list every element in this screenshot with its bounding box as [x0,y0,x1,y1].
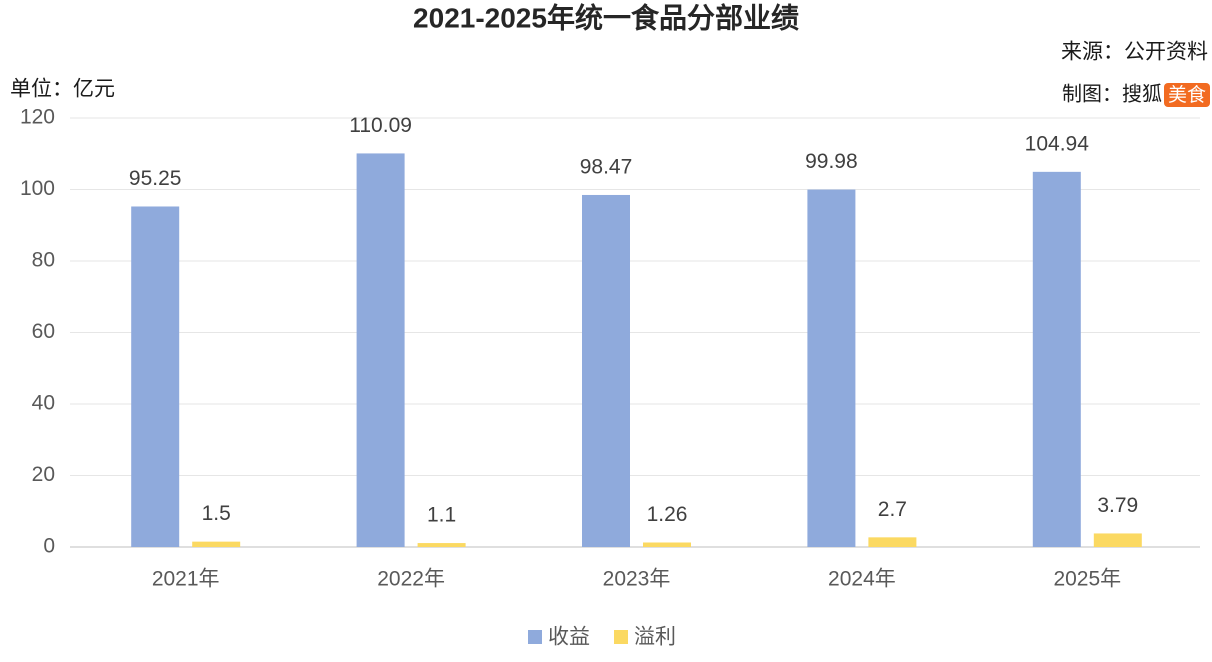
legend-swatch [528,630,542,644]
data-label: 104.94 [1025,132,1090,155]
y-tick-label: 0 [43,535,55,558]
badge-bg [1164,83,1210,107]
legend-label: 溢利 [634,626,676,649]
y-tick-label: 100 [20,177,55,200]
y-tick-label: 120 [20,106,55,129]
x-tick-label: 2021年 [152,568,220,591]
bar [192,541,241,547]
y-tick-label: 80 [32,249,55,272]
y-tick-label: 60 [32,320,55,343]
y-tick-label: 40 [32,392,55,415]
chart-title: 2021-2025年统一食品分部业绩 [413,1,799,33]
bar [868,537,917,547]
bar [582,194,630,547]
bar [356,153,405,547]
legend-swatch [614,630,628,644]
unit-label: 单位：亿元 [10,78,115,101]
bar [643,542,691,547]
bar [807,189,856,547]
data-label: 110.09 [349,114,412,137]
data-label: 3.79 [1097,494,1138,517]
data-label: 2.7 [878,498,907,521]
bar [417,543,466,547]
credit: 制图：搜狐 [1062,82,1162,105]
credit-badge: 美食 [1168,84,1206,106]
data-label: 98.47 [580,156,633,179]
bar [1032,171,1081,548]
bar [131,206,180,547]
data-label: 1.5 [202,502,231,525]
x-tick-label: 2024年 [828,568,896,591]
data-label: 99.98 [805,150,858,173]
source: 来源：公开资料 [1061,41,1208,64]
bar [1093,533,1142,547]
legend-label: 收益 [548,626,590,649]
x-tick-label: 2023年 [603,568,671,591]
data-label: 1.26 [647,503,688,526]
x-tick-label: 2025年 [1053,568,1121,591]
y-tick-label: 20 [32,463,55,486]
data-label: 95.25 [129,167,182,190]
data-label: 1.1 [427,504,456,527]
x-tick-label: 2022年 [377,568,445,591]
